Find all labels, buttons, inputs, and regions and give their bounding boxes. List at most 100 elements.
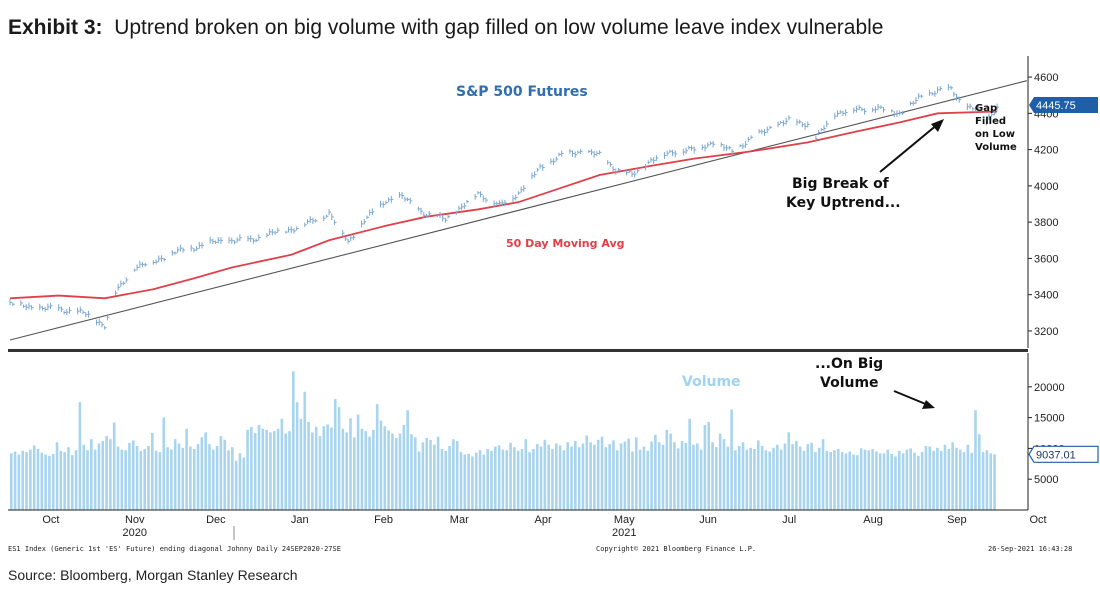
volume-bar <box>440 449 444 510</box>
volume-bar <box>231 447 234 510</box>
volume-bar <box>596 439 600 510</box>
volume-bar <box>684 442 688 510</box>
volume-bar <box>756 440 760 510</box>
volume-bar <box>292 371 295 510</box>
volume-bar <box>871 449 874 510</box>
volume-bar <box>878 453 882 510</box>
volume-bar <box>989 453 993 510</box>
volume-bar <box>162 417 166 510</box>
volume-bar <box>840 452 844 510</box>
gap-annotation-line: Volume <box>975 142 1017 153</box>
volume-bar <box>551 449 554 510</box>
volume-bar <box>173 439 177 510</box>
break-arrow <box>879 123 939 173</box>
volume-bar <box>711 442 714 510</box>
volume-bar <box>105 436 108 510</box>
volume-bar <box>772 447 775 510</box>
volume-bar <box>589 442 592 510</box>
volume-bar <box>943 444 947 510</box>
volume-bar <box>882 453 886 510</box>
x-axis: Oct Nov Dec Jan Feb Mar Apr May Jun Jul Aug Sep Oct 2… <box>8 509 1047 540</box>
volume-bar <box>825 450 829 510</box>
volume-bar <box>966 444 970 510</box>
volume-bar <box>905 449 909 510</box>
volume-bar <box>570 446 573 510</box>
volume-bar <box>798 446 802 510</box>
volume-y-tick-label: 15000 <box>1034 413 1065 425</box>
x-year-label: 2020 <box>123 527 147 539</box>
volume-bar <box>474 452 478 510</box>
volume-bar <box>962 452 966 510</box>
price-y-tick-label: 3600 <box>1034 253 1058 265</box>
volume-bar <box>821 439 825 510</box>
volume-bar <box>63 452 66 510</box>
volume-bar <box>981 452 985 510</box>
volume-bar <box>265 429 268 510</box>
volume-bar <box>501 449 505 510</box>
volume-bar <box>303 391 307 510</box>
volume-bar <box>238 453 242 510</box>
x-tick-label: Oct <box>1029 514 1046 526</box>
panel-divider <box>8 349 1028 352</box>
volume-bar <box>280 418 284 510</box>
volume-bar <box>776 444 779 510</box>
volume-bar <box>78 402 82 510</box>
volume-bar <box>951 442 954 510</box>
volume-bar <box>932 450 935 510</box>
volume-bar <box>535 444 539 510</box>
volume-bar <box>490 450 493 510</box>
volume-bar <box>444 450 448 510</box>
volume-bar <box>947 449 951 510</box>
volume-bar <box>223 439 227 510</box>
volume-bar <box>913 452 916 510</box>
volume-bar <box>516 450 520 510</box>
x-tick-label: Mar <box>450 514 469 526</box>
volume-bar <box>234 460 238 510</box>
volume-bar <box>97 443 101 510</box>
price-panel: 320034003600380040004200440046004445.75S… <box>9 56 1098 348</box>
volume-bar <box>676 448 680 510</box>
bloomberg-copyright: Copyright© 2021 Bloomberg Finance L.P. <box>596 545 757 553</box>
volume-bar <box>326 424 329 510</box>
volume-bar <box>863 449 867 510</box>
volume-bar <box>413 437 417 510</box>
volume-bar <box>345 432 348 510</box>
volume-bar <box>505 450 509 510</box>
break-arrow-head <box>931 119 944 132</box>
volume-bar <box>509 442 512 510</box>
volume-bar <box>513 447 516 510</box>
moving-average-line <box>9 110 998 300</box>
volume-bar <box>120 449 124 510</box>
x-tick-label: Jun <box>699 514 717 526</box>
volume-bar <box>82 444 86 510</box>
volume-bar <box>703 424 707 510</box>
volume-bar <box>787 432 791 510</box>
volume-bar <box>10 453 13 510</box>
moving-average-label: 50 Day Moving Avg <box>506 237 625 250</box>
volume-bar <box>566 442 570 510</box>
volume-bar <box>131 440 135 510</box>
price-y-tick-label: 4200 <box>1034 145 1058 157</box>
volume-bar <box>593 444 596 510</box>
volume-bar <box>730 409 733 510</box>
volume-bar <box>494 446 497 510</box>
volume-bar <box>372 429 375 510</box>
volume-bar <box>387 430 390 510</box>
volume-bar <box>970 452 973 510</box>
exhibit-title: Uptrend broken on big volume with gap fi… <box>114 16 884 39</box>
x-tick-label: Oct <box>42 514 59 526</box>
break-annotation-line1: Big Break of <box>792 176 890 192</box>
volume-bar <box>802 450 806 510</box>
volume-bar <box>59 450 63 510</box>
volume-bar <box>21 450 25 510</box>
volume-bar <box>848 451 852 510</box>
volume-bar <box>261 428 265 510</box>
volume-bar <box>554 443 558 510</box>
volume-arrow <box>893 390 929 406</box>
volume-bar <box>29 449 32 510</box>
volume-bar <box>661 444 665 510</box>
volume-bar <box>147 445 150 510</box>
volume-bar <box>93 449 97 510</box>
volume-bar <box>783 443 787 510</box>
volume-bar <box>250 426 253 510</box>
